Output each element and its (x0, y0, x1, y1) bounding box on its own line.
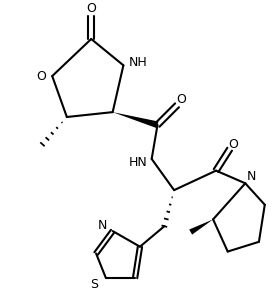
Text: HN: HN (129, 156, 147, 169)
Text: O: O (86, 2, 96, 15)
Text: S: S (90, 278, 98, 291)
Text: NH: NH (129, 56, 147, 69)
Text: O: O (229, 138, 239, 151)
Text: O: O (37, 70, 46, 83)
Text: N: N (98, 219, 107, 232)
Text: N: N (246, 170, 256, 183)
Polygon shape (189, 219, 213, 235)
Polygon shape (113, 112, 158, 128)
Text: O: O (176, 93, 186, 106)
